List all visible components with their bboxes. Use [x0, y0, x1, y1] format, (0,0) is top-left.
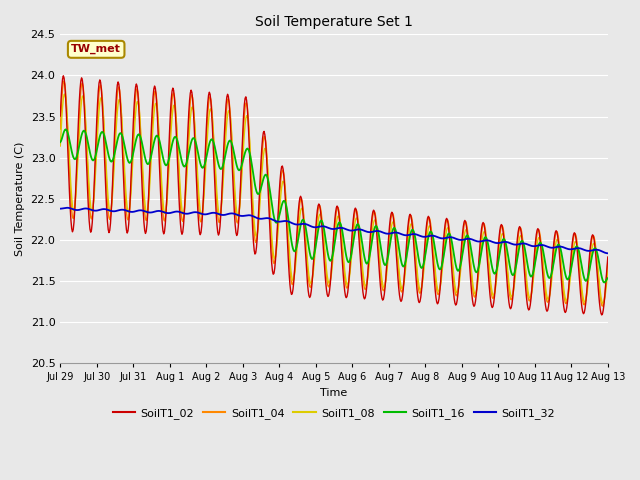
X-axis label: Time: Time — [321, 388, 348, 397]
Text: TW_met: TW_met — [71, 44, 121, 54]
Legend: SoilT1_02, SoilT1_04, SoilT1_08, SoilT1_16, SoilT1_32: SoilT1_02, SoilT1_04, SoilT1_08, SoilT1_… — [108, 403, 560, 423]
Title: Soil Temperature Set 1: Soil Temperature Set 1 — [255, 15, 413, 29]
Y-axis label: Soil Temperature (C): Soil Temperature (C) — [15, 142, 25, 256]
